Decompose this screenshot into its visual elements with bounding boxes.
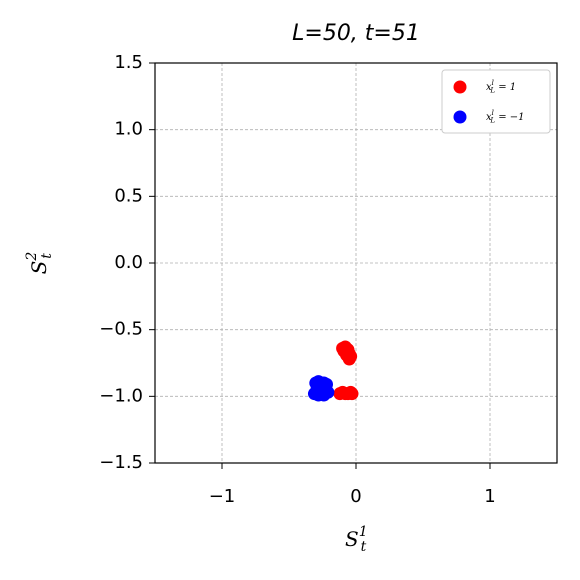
sup: l — [492, 79, 494, 87]
sub: t — [361, 539, 367, 555]
x-tick-label: 1 — [484, 486, 495, 507]
sup: 1 — [359, 524, 368, 540]
sub: t — [39, 253, 55, 259]
point — [342, 352, 356, 366]
base: x — [486, 82, 492, 93]
base: S — [27, 261, 51, 275]
y-tick-label: 0.0 — [114, 252, 143, 273]
math-label: S2t — [24, 252, 55, 275]
y-tick-label: −0.5 — [99, 319, 143, 340]
rest: = −1 — [495, 112, 524, 123]
sup: l — [492, 109, 494, 117]
x-tick-label: −1 — [209, 486, 236, 507]
y-tick-label: −1.5 — [99, 452, 143, 473]
y-tick-label: 1.5 — [114, 52, 143, 73]
y-tick-label: −1.0 — [99, 385, 143, 406]
legend-marker — [453, 80, 467, 94]
base: x — [486, 112, 492, 123]
legend-marker — [453, 110, 467, 124]
sub: L — [489, 87, 495, 95]
rest: = 1 — [495, 82, 516, 93]
x-tick-label: 0 — [350, 486, 361, 507]
y-tick-label: 0.5 — [114, 185, 143, 206]
base: S — [345, 527, 359, 551]
point — [321, 385, 335, 399]
math-label: xl L = 1 — [486, 79, 516, 95]
chart-title: L=50, t=51 — [292, 21, 420, 46]
sub: L — [489, 117, 495, 125]
sup: 2 — [24, 252, 40, 262]
point — [345, 387, 359, 401]
math-label: xl L = −1 — [486, 109, 525, 125]
math-label: S1 t — [345, 524, 368, 555]
plot-frame — [154, 62, 558, 464]
y-tick-label: 1.0 — [114, 119, 143, 140]
legend-box — [441, 69, 551, 134]
